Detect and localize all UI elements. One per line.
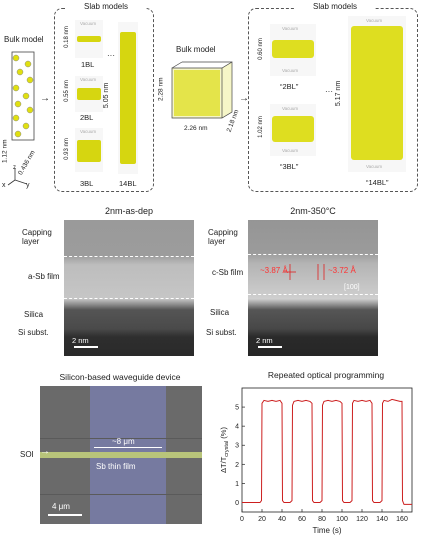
slab-2bl-amorphous-label: “2BL”: [280, 82, 299, 91]
slab-3bl-thickness: 0.93 nm: [63, 138, 70, 160]
x-tick-label: 60: [298, 516, 306, 523]
soi-arrow: →: [40, 446, 50, 457]
y-axis-label-sub: crystal: [224, 441, 230, 457]
slab-models-title-right: Slab models: [295, 2, 375, 11]
axis-y: y: [26, 182, 30, 189]
tem-title-left: 2nm-as-dep: [104, 206, 154, 216]
slab-2bl-amorphous: Vacuum Vacuum: [270, 24, 316, 76]
label-film-right: c-Sb film: [212, 268, 244, 277]
bulk-height-left: 1.12 nm: [1, 139, 9, 164]
panel-a: Bulk model 1.12 nm 0.436 nm z x y → Slab…: [0, 0, 422, 200]
slab-3bl-amorphous-thickness: 1.02 nm: [257, 116, 264, 138]
slab-14bl: [118, 22, 138, 174]
ellipsis-right: ···: [325, 87, 333, 96]
label-silica-left: Silica: [24, 310, 44, 319]
slab-2bl: Vacuum: [75, 76, 103, 112]
direction-label: [100]: [344, 284, 360, 291]
slab-2bl-label: 2BL: [80, 113, 94, 122]
y-axis-label-main: ΔT/T: [219, 456, 228, 473]
y-tick-label: 2: [235, 462, 239, 469]
tem-title-right: 2nm-350°C: [290, 206, 336, 216]
series-line: [242, 398, 412, 505]
ellipsis-left: ···: [107, 51, 115, 60]
tem-image-left: 2 nm: [64, 220, 194, 356]
chart-title: Repeated optical programming: [268, 370, 385, 380]
label-si-left: Si subst.: [18, 328, 49, 337]
scale-bar-right: 2 nm: [256, 336, 273, 345]
slab-14bl-amorphous-thickness: 5.17 nm: [335, 80, 343, 107]
x-tick-label: 160: [396, 516, 408, 523]
x-tick-label: 20: [258, 516, 266, 523]
scale-bar-device: 4 μm: [52, 502, 70, 511]
x-tick-label: 0: [240, 516, 244, 523]
tem-image-right: ~3.87 Å ~3.72 Å [100] 2 nm: [248, 220, 378, 356]
slab-3bl-label: 3BL: [80, 179, 94, 188]
slab-14bl-label: 14BL: [119, 179, 137, 188]
slab-14bl-amorphous-label: “14BL”: [366, 178, 389, 187]
y-tick-label: 3: [235, 443, 239, 450]
device-title: Silicon-based waveguide device: [59, 372, 181, 382]
series-group: [242, 398, 412, 505]
slab-1bl-thickness: 0.18 nm: [63, 26, 70, 48]
x-ticks: 0 20 40 60 80 100 120 140 160: [240, 509, 408, 523]
slab-models-title-left: Slab models: [66, 2, 146, 11]
y-tick-label: 1: [235, 481, 239, 488]
y-axis-label-unit: (%): [219, 427, 228, 441]
axis-x: x: [2, 182, 6, 189]
bulk-model-label-left: Bulk model: [4, 35, 44, 44]
y-tick-label: 4: [235, 424, 239, 431]
slab-2bl-thickness: 0.55 nm: [63, 80, 70, 102]
slab-2bl-amorphous-thickness: 0.60 nm: [257, 38, 264, 60]
film-label: Sb thin film: [96, 462, 136, 471]
device-micrograph: ~8 μm Sb thin film 4 μm: [40, 386, 202, 524]
y-tick-label: 5: [235, 405, 239, 412]
label-film-left: a-Sb film: [28, 272, 60, 281]
soi-label: SOI: [20, 450, 34, 459]
y-axis-label: ΔT/Tcrystal (%): [219, 427, 230, 473]
label-capping-right: Capping layer: [208, 228, 238, 247]
panel-c: Silicon-based waveguide device ~8 μm Sb …: [0, 362, 210, 536]
slab-14bl-thickness: 5.05 nm: [103, 82, 111, 109]
lattice-spacing-2: ~3.72 Å: [328, 266, 356, 275]
arrow-right: →: [239, 93, 249, 104]
panel-b: 2nm-as-dep 2nm-350°C 2 nm Capping layer …: [0, 200, 422, 360]
axes-icon: [7, 168, 28, 186]
lattice-spacing-1: ~3.87 Å: [260, 266, 288, 275]
bulk-height-right: 2.28 nm: [157, 77, 165, 102]
slab-3bl: Vacuum: [75, 128, 103, 172]
label-capping-left: Capping layer: [22, 228, 52, 247]
bulk-model-label-right: Bulk model: [176, 45, 216, 54]
slab-3bl-amorphous-label: “3BL”: [280, 162, 299, 171]
slab-3bl-amorphous: Vacuum Vacuum: [270, 104, 316, 156]
y-ticks: 0 1 2 3 4 5: [235, 405, 245, 507]
waveguide: [40, 452, 202, 458]
x-axis-label: Time (s): [312, 526, 341, 535]
x-tick-label: 40: [278, 516, 286, 523]
arrow-left: →: [40, 93, 50, 104]
slab-1bl: Vacuum: [75, 20, 103, 58]
x-tick-label: 80: [318, 516, 326, 523]
slab-14bl-amorphous: Vacuum Vacuum: [348, 16, 406, 172]
bulk-width-right: 2.26 nm: [184, 125, 208, 132]
slab-1bl-label: 1BL: [81, 60, 95, 69]
bulk-amorphous-right: [171, 61, 233, 119]
bulk-crystal-left: [11, 51, 35, 141]
optical-programming-chart: Repeated optical programming 0 20 40 60 80 10…: [219, 370, 413, 535]
x-tick-label: 120: [356, 516, 368, 523]
y-tick-label: 0: [235, 500, 239, 507]
axis-z: z: [13, 165, 16, 171]
label-silica-right: Silica: [210, 308, 230, 317]
width-label: ~8 μm: [112, 437, 135, 446]
label-si-right: Si subst.: [206, 328, 237, 337]
x-tick-label: 100: [336, 516, 348, 523]
lattice-spacing-markers: [284, 264, 325, 280]
x-tick-label: 140: [376, 516, 388, 523]
plot-frame: [241, 387, 413, 513]
scale-bar-left: 2 nm: [72, 336, 89, 345]
